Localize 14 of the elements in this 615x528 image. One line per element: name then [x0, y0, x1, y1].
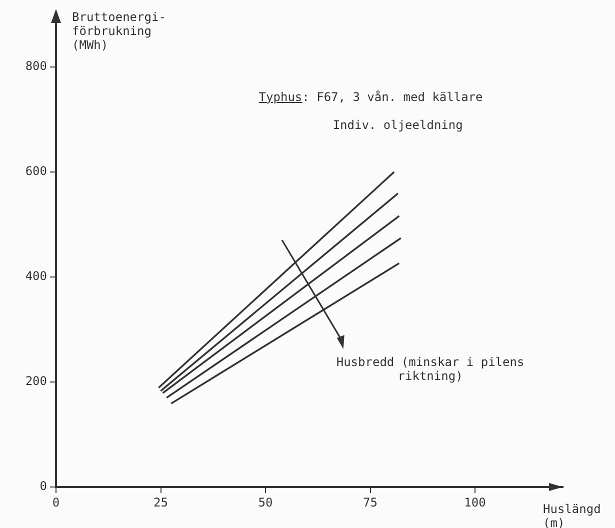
- x-tick-label: 100: [464, 495, 486, 510]
- y-tick-label: 400: [25, 269, 47, 284]
- x-tick-label: 50: [258, 495, 273, 510]
- annotation: Typhus: F67, 3 vån. med källare: [258, 90, 483, 104]
- y-tick-label: 600: [25, 164, 47, 178]
- x-tick-label: 75: [363, 495, 378, 510]
- annotation: Indiv. oljeeldning: [332, 118, 463, 132]
- x-tick-label: 0: [52, 495, 60, 510]
- y-tick-label: 0: [40, 479, 47, 494]
- y-tick-label: 800: [25, 59, 47, 74]
- y-axis-title: Bruttoenergi- förbrukning (MWh): [72, 10, 166, 52]
- y-tick-label: 200: [25, 374, 47, 388]
- annotation: Husbredd (minskar i pilens riktning): [336, 355, 524, 384]
- x-tick-label: 25: [154, 495, 168, 510]
